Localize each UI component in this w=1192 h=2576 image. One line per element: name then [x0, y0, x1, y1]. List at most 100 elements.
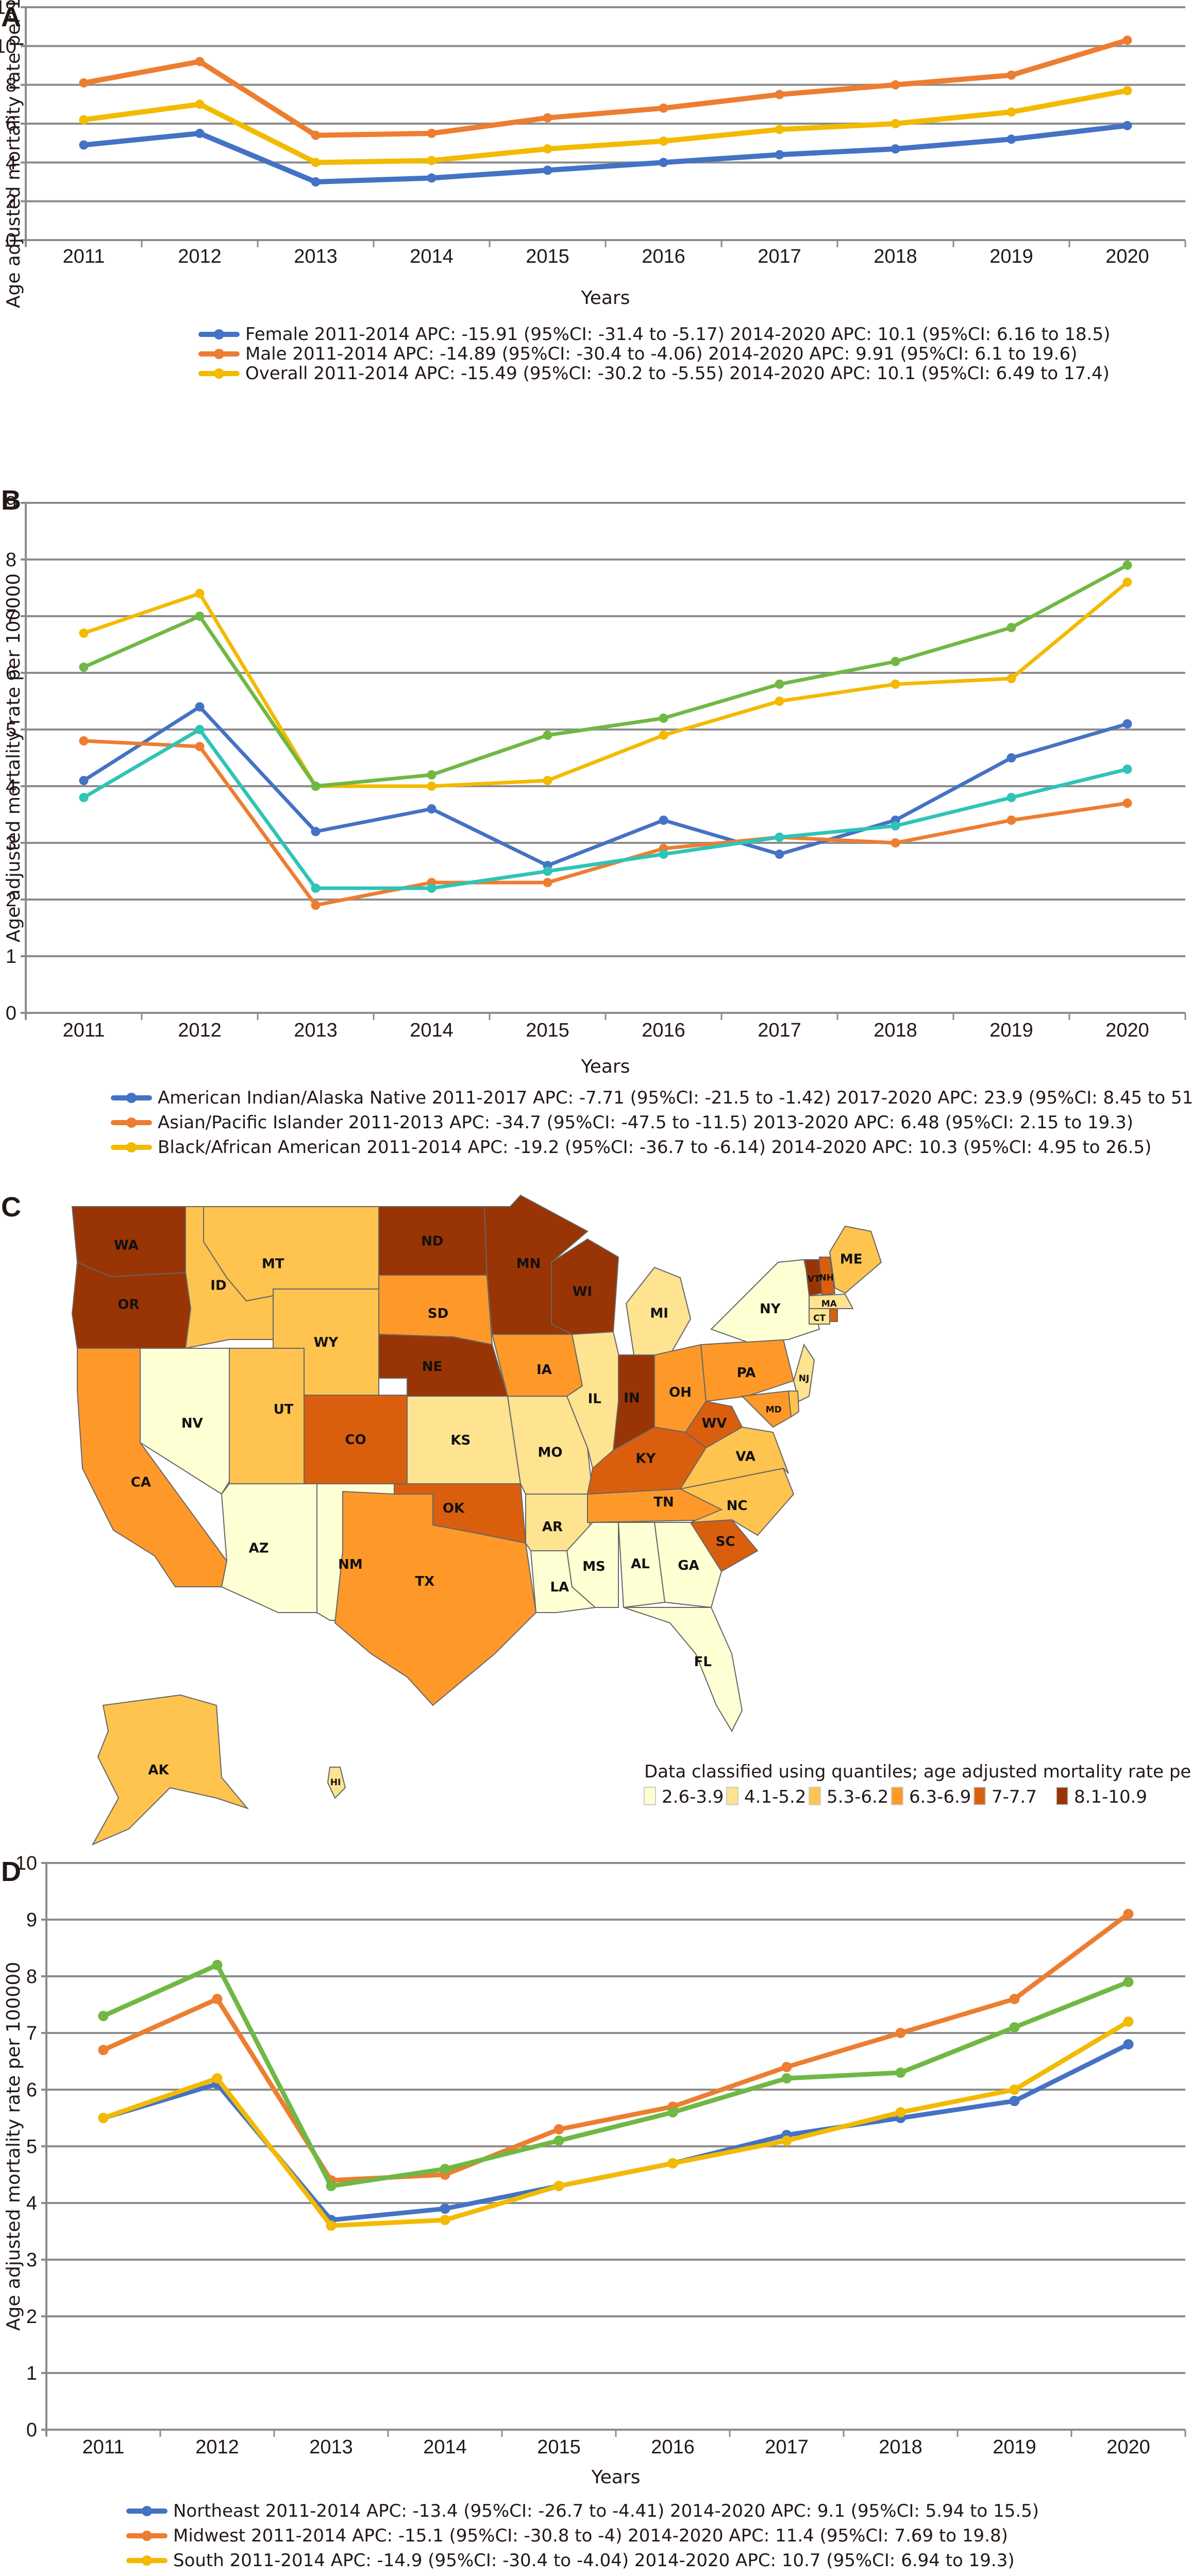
data-point — [427, 173, 436, 183]
data-point — [659, 136, 668, 146]
state-wv — [684, 1400, 743, 1449]
state-ne — [378, 1333, 509, 1397]
y-tick-label: 8 — [26, 1966, 37, 1988]
map-legend-label: 6.3-6.9 — [909, 1787, 971, 1807]
x-tick-label: 2020 — [1105, 246, 1149, 267]
x-tick-label: 2016 — [642, 246, 685, 267]
map-legend-item: 2.6-3.9 — [644, 1787, 724, 1807]
legend-item: Midwest 2011-2014 APC: -15.1 (95%CI: -30… — [126, 2526, 1008, 2546]
y-tick-label: 12 — [0, 0, 16, 19]
series-line — [83, 581, 1129, 788]
data-point — [1123, 2016, 1134, 2027]
legend-label: Male 2011-2014 APC: -14.89 (95%CI: -30.4… — [245, 344, 1077, 364]
data-point — [1009, 1994, 1020, 2004]
x-tick-label: 2020 — [1105, 1020, 1149, 1041]
legend-item: Northeast 2011-2014 APC: -13.4 (95%CI: -… — [126, 2501, 1039, 2521]
state-label: AR — [542, 1519, 563, 1535]
state-label: WI — [573, 1284, 592, 1300]
data-point — [427, 782, 436, 791]
state-label: NY — [760, 1301, 781, 1317]
state-label: HI — [330, 1777, 341, 1788]
data-point — [659, 714, 668, 723]
y-tick-label: 3 — [26, 2249, 37, 2271]
data-point — [440, 2204, 450, 2214]
state-label: OR — [117, 1297, 139, 1313]
y-tick-label: 6 — [26, 2079, 37, 2101]
state-label: MO — [538, 1445, 563, 1460]
state-nc — [678, 1467, 795, 1536]
data-point — [195, 725, 205, 734]
data-point — [79, 140, 89, 150]
y-tick-label: 1 — [6, 946, 16, 968]
x-tick-label: 2017 — [765, 2436, 809, 2458]
data-point — [659, 816, 668, 825]
legend-item: Overall 2011-2014 APC: -15.49 (95%CI: -3… — [198, 363, 1110, 384]
us-choropleth-map: WA OR CA NV ID MT WY UT AZ NM CO ND SD NE KS OK TX MN IA MO… — [71, 1194, 1192, 1846]
map-legend-swatch — [891, 1787, 903, 1805]
x-tick-label: 2020 — [1106, 2436, 1150, 2458]
y-tick-label: 7 — [6, 606, 16, 628]
data-point — [195, 742, 205, 751]
series-line — [83, 88, 1128, 165]
state-az — [221, 1483, 317, 1613]
series-overall — [79, 86, 1132, 167]
data-point — [195, 612, 205, 621]
y-axis-title: Age adjusted mortality rate per 100000 — [3, 0, 24, 308]
state-label: MD — [766, 1405, 782, 1415]
series-west — [98, 1960, 1134, 2191]
data-point — [427, 156, 436, 165]
legend-label: Black/African American 2011-2014 APC: -1… — [158, 1137, 1151, 1158]
data-point — [891, 821, 900, 831]
state-label: PA — [737, 1365, 756, 1381]
data-point — [891, 680, 900, 689]
data-point — [553, 2136, 564, 2146]
data-point — [1122, 719, 1132, 728]
x-tick-label: 2014 — [410, 1020, 454, 1041]
data-point — [895, 2107, 906, 2117]
data-point — [1006, 70, 1016, 80]
panel-label-a: A — [1, 2, 21, 32]
legend-item: Male 2011-2014 APC: -14.89 (95%CI: -30.4… — [198, 344, 1077, 364]
data-point — [195, 57, 205, 66]
panel-label-b: B — [1, 485, 21, 516]
y-tick-label: 6 — [6, 663, 16, 684]
state-ct — [809, 1308, 830, 1325]
data-point — [79, 78, 89, 88]
data-point — [895, 2067, 906, 2078]
data-point — [440, 2215, 450, 2225]
legend-marker — [214, 329, 224, 340]
x-tick-label: 2011 — [63, 246, 105, 267]
x-axis-title: Years — [581, 287, 630, 309]
state-label: MA — [821, 1299, 837, 1309]
data-point — [98, 2011, 109, 2021]
panel-d: D 0 1 2 3 4 5 6 7 8 9 10 2011 2012 2013 2014 2015 2016 20… — [0, 1853, 1192, 2576]
y-tick-label: 4 — [6, 776, 16, 798]
data-point — [79, 776, 89, 785]
y-tick-label: 2 — [6, 889, 16, 911]
state-label: MS — [582, 1559, 606, 1574]
map-legend-label: 8.1-10.9 — [1074, 1787, 1147, 1807]
y-tick-label: 2 — [26, 2306, 37, 2328]
map-legend-item: 6.3-6.9 — [891, 1787, 971, 1807]
data-point — [311, 782, 321, 791]
state-me — [829, 1225, 882, 1294]
legend-item: American Indian/Alaska Native 2011-2017 … — [111, 1088, 1192, 1108]
state-nv — [140, 1348, 230, 1495]
series-hispanic — [79, 725, 1132, 893]
state-nh — [818, 1257, 836, 1297]
data-point — [79, 793, 89, 802]
legend-item: South 2011-2014 APC: -14.9 (95%CI: -30.4… — [126, 2550, 1015, 2571]
data-point — [659, 103, 668, 113]
x-tick-label: 2016 — [642, 1020, 685, 1041]
legend-marker — [126, 1117, 137, 1128]
panel-b: B 0 1 2 3 4 5 6 7 8 9 2011 2012 2013 2014 2015 2016 2017… — [0, 453, 1192, 1207]
map-legend-item: 4.1-5.2 — [726, 1787, 806, 1807]
state-label: NC — [727, 1498, 748, 1514]
data-point — [659, 850, 668, 859]
data-point — [775, 850, 784, 859]
y-tick-label: 0 — [26, 2419, 37, 2441]
data-point — [1009, 2096, 1020, 2106]
data-point — [1123, 2039, 1134, 2049]
chart-a-sex: 0 2 4 6 8 10 12 2011 2012 2013 2014 2015 2016 2017 201… — [0, 0, 1186, 384]
data-point — [311, 177, 321, 187]
